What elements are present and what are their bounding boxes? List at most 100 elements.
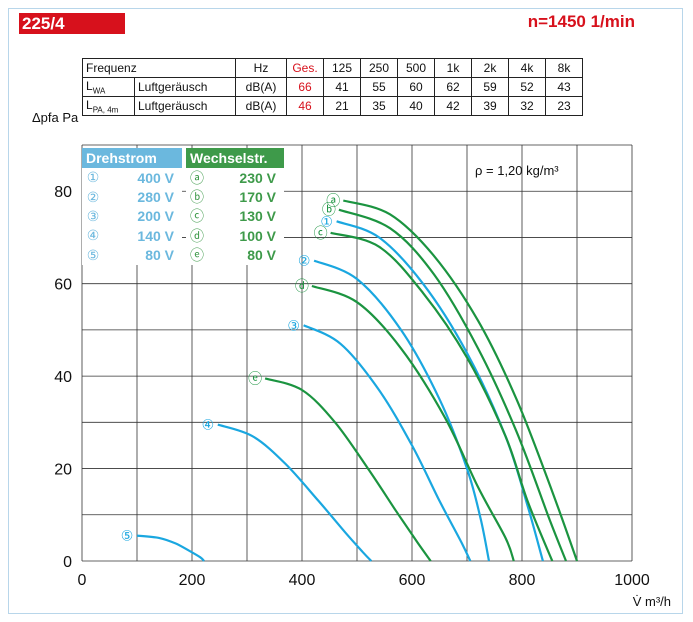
table-cell: 35 [360,96,398,116]
table-cell: 62 [434,77,472,97]
table-header-cell: Frequenz [82,58,236,78]
table-cell: 39 [471,96,509,116]
series-label: ⑤ [121,529,134,545]
series-label: ③ [287,318,300,334]
legend-item: ③ 200 V [82,206,182,227]
series-line [303,324,472,562]
table-cell: 43 [545,77,583,97]
legend-wechselstrom: Wechselstr. ⓐ 230 V ⓑ 170 V ⓒ 130 V ⓓ 100 V … [186,148,284,265]
legend-item: ⓒ 130 V [186,206,284,227]
series-label: ⓑ [322,203,336,219]
symbol-text: L [86,78,93,93]
legend-marker: ⓒ [190,208,204,225]
table-header-cell: 1k [434,58,472,78]
symbol-text: L [86,97,93,112]
x-tick-label: 1000 [614,572,650,589]
table-header-cell: 250 [360,58,398,78]
legend-marker: ⓓ [190,227,204,244]
table-cell: 21 [323,96,361,116]
series-label: ④ [202,418,215,434]
legend-drehstrom: Drehstrom ① 400 V ② 280 V ③ 200 V ④ 140 V ⑤ 8… [82,148,182,265]
legend-marker: ⓐ [190,169,204,186]
x-tick-label: 800 [509,572,536,589]
symbol-subscript: WA [92,86,106,96]
x-tick-label: 600 [399,572,426,589]
series-label: ① [320,214,333,230]
table-cell: 46 [286,96,324,116]
table-cell: 40 [397,96,435,116]
y-tick-label: 20 [54,462,72,479]
x-axis-label: V̇ m³/h [632,594,671,609]
table-cell: 60 [397,77,435,97]
legend-item: ① 400 V [82,168,182,188]
series-label: ② [298,254,311,270]
table-cell: 55 [360,77,398,97]
series-label: ⓐ [326,193,340,209]
table-symbol-cell: LPA, 4m [82,96,135,116]
y-tick-label: 40 [54,369,72,386]
series-line [136,534,205,562]
legend-value: 130 V [239,208,276,225]
legend-wechselstrom-title: Wechselstr. [186,148,284,168]
legend-item: ⓑ 170 V [186,187,284,207]
legend-marker: ② [86,188,100,205]
legend-marker: ③ [86,207,100,224]
series-line [217,423,373,562]
table-unit-cell: dB(A) [235,96,287,116]
series-label: ⓓ [295,279,309,295]
x-tick-label: 0 [78,572,87,589]
table-label-cell: Luftgeräusch [133,96,237,116]
legend-value: 140 V [137,227,174,244]
model-badge: 225/4 [19,13,125,34]
legend-item: ⑤ 80 V [82,245,182,265]
legend-value: 80 V [247,247,276,264]
symbol-subscript: PA, 4m [92,105,119,115]
legend-item: ② 280 V [82,187,182,207]
legend-marker: ④ [86,227,100,244]
legend-marker: ⓑ [190,189,204,206]
legend-value: 400 V [137,169,174,186]
legend-item: ④ 140 V [82,226,182,246]
legend-marker: ⓔ [190,247,204,264]
table-label-cell: Luftgeräusch [133,77,237,97]
table-row-lpa: LPA, 4m Luftgeräusch dB(A) 46 21 35 40 4… [82,96,583,116]
series-label: ⓒ [314,226,328,242]
chart-frame [8,8,683,614]
x-tick-label: 200 [179,572,206,589]
speed-label: n=1450 1/min [527,12,635,31]
table-cell: 42 [434,96,472,116]
series-line [342,199,579,562]
noise-table: Frequenz Hz Ges. 125 250 500 1k 2k 4k 8k… [82,58,583,116]
series-label: ⓔ [248,371,262,387]
legend-item: ⓔ 80 V [186,245,284,265]
legend-value: 280 V [137,189,174,206]
series-line [313,259,491,562]
y-axis-label: Δpfa Pa [32,110,79,125]
legend-value: 200 V [137,208,174,225]
legend-value: 170 V [239,189,276,206]
series-line [338,208,568,562]
table-unit-cell: dB(A) [235,77,287,97]
legend-item: ⓐ 230 V [186,168,284,188]
table-cell: 32 [508,96,546,116]
table-cell: 23 [545,96,583,116]
y-tick-label: 0 [63,554,72,571]
table-row-frequency: Frequenz Hz Ges. 125 250 500 1k 2k 4k 8k [82,58,583,78]
legend-value: 80 V [145,247,174,264]
density-annotation: ρ = 1,20 kg/m³ [475,163,559,178]
legend-value: 230 V [239,169,276,186]
series-line [330,231,554,562]
legend-drehstrom-title: Drehstrom [82,148,182,168]
x-tick-label: 400 [289,572,316,589]
legend-value: 100 V [239,227,276,244]
series-line [264,377,432,562]
series-line [336,220,544,562]
legend-item: ⓓ 100 V [186,226,284,246]
legend-marker: ① [86,169,100,186]
legend-marker: ⑤ [86,246,100,263]
series-line [311,284,515,562]
y-tick-label: 60 [54,277,72,294]
y-tick-label: 80 [54,184,72,201]
